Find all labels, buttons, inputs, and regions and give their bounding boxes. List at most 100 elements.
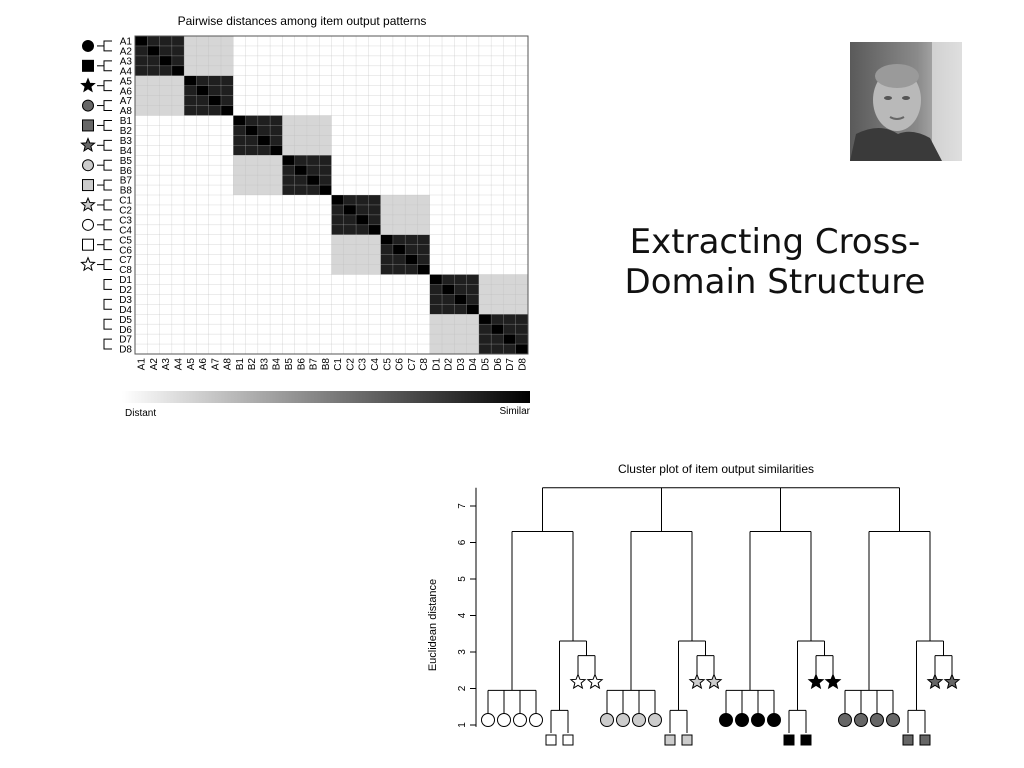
heatmap-cell — [135, 105, 148, 116]
heatmap-cell — [294, 344, 308, 355]
heatmap-cell — [294, 334, 308, 345]
heatmap-cell — [478, 195, 492, 206]
slide-title: Extracting Cross- Domain Structure — [600, 222, 950, 302]
heatmap-cell — [466, 36, 480, 47]
heatmap-cell — [208, 204, 222, 216]
heatmap-cell — [208, 334, 222, 345]
heatmap-cell — [135, 264, 148, 275]
heatmap-row-label: A4 — [120, 66, 133, 77]
heatmap-cell — [220, 115, 234, 126]
heatmap-cell — [356, 145, 369, 156]
heatmap-row-label: A1 — [120, 37, 133, 48]
heatmap-cell — [478, 324, 492, 335]
heatmap-cell — [442, 234, 455, 245]
heatmap-row-label: C6 — [119, 245, 132, 256]
heatmap-cell — [257, 45, 271, 57]
row-group-star-icon — [80, 196, 96, 212]
heatmap-cell — [380, 314, 394, 325]
heatmap-cell — [282, 95, 295, 106]
heatmap-cell — [515, 204, 529, 216]
heatmap-cell — [491, 204, 504, 216]
heatmap-cell — [429, 284, 443, 295]
row-pair-bracket — [103, 219, 112, 231]
heatmap-cell — [208, 294, 222, 305]
heatmap-cell — [270, 344, 283, 355]
heatmap-cell — [356, 224, 369, 236]
heatmap-cell — [208, 115, 222, 126]
heatmap-cell — [184, 294, 197, 305]
heatmap-cell — [245, 115, 259, 126]
heatmap-cell — [380, 344, 394, 355]
heatmap-cell — [159, 234, 173, 245]
row-group-square-icon — [82, 238, 94, 251]
heatmap-cell — [319, 224, 332, 236]
heatmap-cell — [282, 274, 295, 285]
heatmap-cell — [503, 314, 517, 325]
heatmap-title: Pairwise distances among item output pat… — [178, 14, 427, 28]
heatmap-cell — [208, 214, 222, 226]
heatmap-cell — [368, 55, 381, 67]
heatmap-cell — [171, 135, 185, 146]
heatmap-cell — [380, 105, 394, 116]
heatmap-cell — [331, 45, 345, 57]
heatmap-cell — [196, 55, 209, 67]
heatmap-cell — [343, 185, 357, 196]
heatmap-column-label: B7 — [309, 358, 320, 371]
heatmap-column-label: B1 — [235, 358, 246, 371]
row-group-square-icon — [82, 119, 94, 132]
heatmap-cell — [245, 294, 259, 305]
heatmap-cell — [380, 75, 394, 86]
heatmap-cell — [319, 105, 332, 116]
heatmap-cell — [245, 155, 259, 166]
heatmap-cell — [159, 105, 173, 116]
heatmap-cell — [503, 115, 517, 126]
heatmap-cell — [233, 244, 246, 255]
heatmap-cell — [135, 274, 148, 285]
heatmap-cell — [319, 324, 332, 335]
heatmap-cell — [257, 95, 271, 106]
heatmap-cell — [196, 165, 209, 176]
heatmap-cell — [429, 195, 443, 206]
heatmap-cell — [356, 204, 369, 216]
heatmap-cell — [429, 344, 443, 355]
heatmap-cell — [245, 135, 259, 146]
heatmap-cell — [478, 274, 492, 285]
heatmap-cell — [147, 204, 160, 216]
heatmap-cell — [245, 36, 259, 47]
heatmap-cell — [208, 304, 222, 315]
row-group-star-icon — [80, 256, 96, 272]
leaf-star-icon — [705, 673, 723, 690]
heatmap-cell — [368, 95, 381, 106]
heatmap-cell — [392, 45, 406, 57]
heatmap-cell — [442, 75, 455, 86]
heatmap-cell — [135, 65, 148, 77]
heatmap-cell — [454, 344, 467, 355]
heatmap-column-label: B2 — [247, 358, 258, 371]
heatmap-cell — [343, 195, 357, 206]
heatmap-cell — [319, 264, 332, 275]
heatmap-cell — [184, 85, 197, 96]
heatmap-row-label: B8 — [120, 186, 133, 197]
heatmap-cell — [417, 55, 431, 67]
heatmap-cell — [319, 334, 332, 345]
heatmap-cell — [171, 175, 185, 186]
heatmap-cell — [257, 294, 271, 305]
heatmap-cell — [233, 344, 246, 355]
heatmap-cell — [245, 344, 259, 355]
heatmap-cell — [405, 165, 418, 176]
heatmap-cell — [491, 234, 504, 245]
heatmap-cell — [306, 284, 320, 295]
heatmap-cell — [257, 214, 271, 226]
row-group-square-icon — [82, 59, 94, 72]
heatmap-column-label: A6 — [198, 358, 209, 371]
heatmap-cell — [245, 274, 259, 285]
heatmap-cell — [257, 145, 271, 156]
heatmap-cell — [417, 334, 431, 345]
heatmap-cell — [380, 204, 394, 216]
leaf-square-icon — [902, 734, 914, 746]
heatmap-cell — [454, 204, 467, 216]
heatmap-cell — [208, 234, 222, 245]
heatmap-cell — [282, 224, 295, 236]
heatmap-row-brackets — [97, 40, 112, 350]
leaf-square-icon — [681, 734, 693, 746]
